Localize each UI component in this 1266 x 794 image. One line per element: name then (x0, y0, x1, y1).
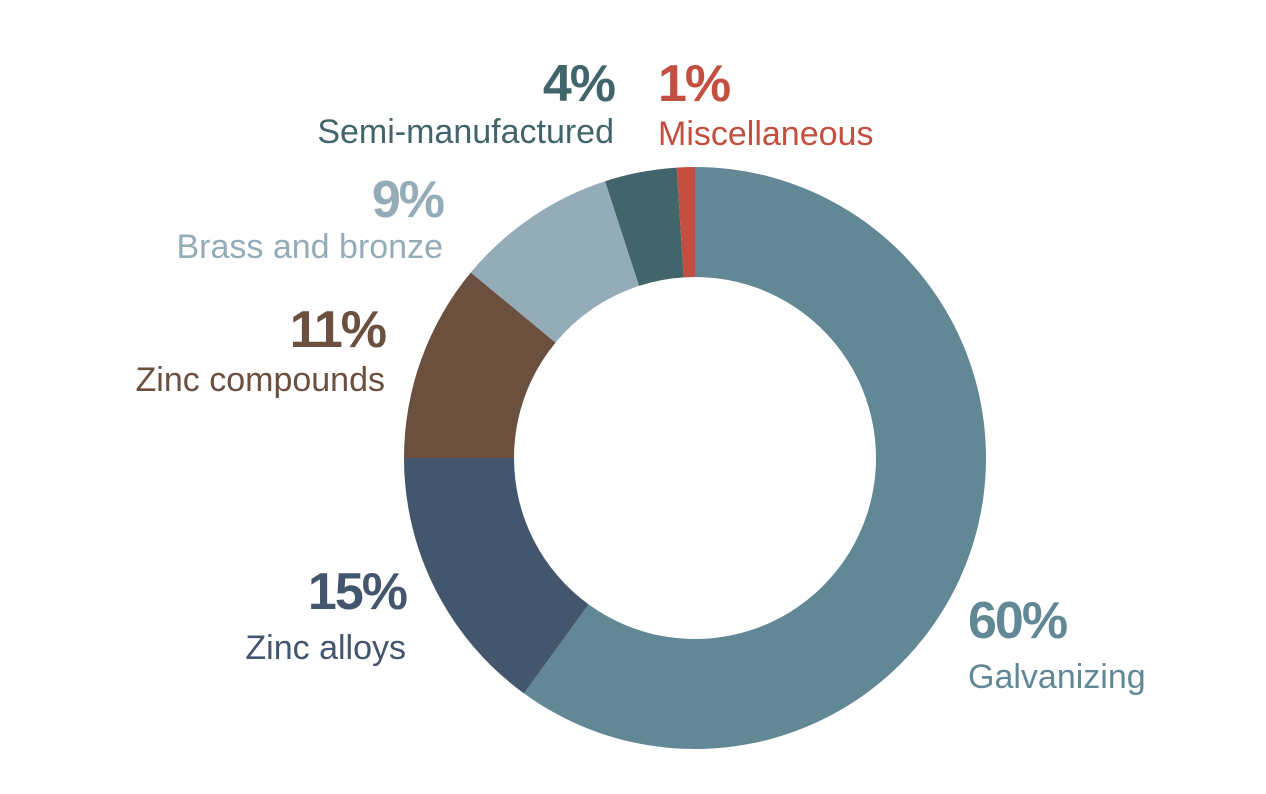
slice-brass-and-bronze (470, 181, 640, 343)
donut-slices (404, 167, 986, 749)
slice-labels: 60% Galvanizing 15% Zinc alloys 11% Zinc… (136, 55, 1146, 696)
slice-semi-manufactured (605, 167, 684, 286)
slice-value-label-brass-and-bronze: 9% (372, 171, 444, 229)
slice-name-label-zinc-compounds: Zinc compounds (136, 361, 385, 399)
slice-name-label-miscellaneous: Miscellaneous (658, 115, 873, 153)
slice-value-label-galvanizing: 60% (968, 592, 1067, 650)
slice-name-label-semi-manufactured: Semi-manufactured (317, 113, 614, 151)
slice-zinc-compounds (404, 272, 556, 458)
slice-name-label-brass-and-bronze: Brass and bronze (177, 228, 444, 266)
slice-name-label-zinc-alloys: Zinc alloys (245, 629, 406, 667)
slice-value-label-semi-manufactured: 4% (543, 55, 615, 113)
slice-galvanizing (523, 167, 986, 749)
slice-value-label-miscellaneous: 1% (658, 55, 730, 113)
slice-name-label-galvanizing: Galvanizing (968, 658, 1146, 696)
slice-zinc-alloys (404, 458, 589, 694)
slice-value-label-zinc-compounds: 11% (290, 301, 386, 359)
slice-value-label-zinc-alloys: 15% (308, 563, 407, 621)
slice-miscellaneous (676, 167, 695, 278)
